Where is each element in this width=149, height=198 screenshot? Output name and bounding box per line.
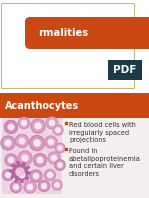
- Circle shape: [34, 153, 46, 167]
- Circle shape: [27, 184, 33, 190]
- Circle shape: [10, 182, 21, 192]
- FancyBboxPatch shape: [108, 60, 142, 80]
- Text: Found in
abetalipoproteinemia
and certain liver
disorders: Found in abetalipoproteinemia and certai…: [69, 148, 141, 176]
- Circle shape: [31, 119, 45, 133]
- Circle shape: [55, 143, 65, 153]
- Circle shape: [16, 168, 24, 176]
- Circle shape: [33, 173, 39, 179]
- Circle shape: [58, 146, 62, 150]
- Circle shape: [22, 155, 28, 161]
- Circle shape: [55, 183, 59, 187]
- Circle shape: [8, 124, 14, 130]
- Circle shape: [48, 139, 54, 145]
- Circle shape: [18, 151, 32, 165]
- Circle shape: [38, 181, 49, 191]
- Circle shape: [55, 160, 65, 170]
- Circle shape: [37, 157, 43, 163]
- Circle shape: [58, 163, 62, 167]
- Circle shape: [45, 169, 55, 181]
- Text: Red blood cells with
irregularly spaced
projections: Red blood cells with irregularly spaced …: [69, 122, 136, 143]
- Circle shape: [4, 121, 17, 133]
- Circle shape: [19, 138, 25, 144]
- FancyBboxPatch shape: [2, 118, 62, 194]
- Text: Acanthocytes: Acanthocytes: [5, 101, 79, 111]
- Circle shape: [18, 117, 30, 129]
- Text: PDF: PDF: [113, 65, 137, 75]
- Circle shape: [49, 121, 55, 126]
- FancyBboxPatch shape: [0, 93, 149, 118]
- Circle shape: [30, 135, 45, 150]
- Circle shape: [34, 140, 40, 146]
- Circle shape: [3, 169, 14, 181]
- Circle shape: [24, 181, 36, 193]
- Circle shape: [30, 170, 42, 182]
- Circle shape: [35, 123, 41, 129]
- Circle shape: [1, 136, 15, 150]
- Circle shape: [21, 121, 27, 126]
- Circle shape: [48, 152, 60, 164]
- Polygon shape: [10, 162, 31, 182]
- Polygon shape: [3, 5, 36, 36]
- Circle shape: [5, 154, 17, 166]
- Circle shape: [52, 180, 62, 190]
- Circle shape: [6, 173, 10, 177]
- Circle shape: [42, 184, 46, 188]
- FancyBboxPatch shape: [25, 17, 149, 49]
- FancyBboxPatch shape: [0, 115, 149, 198]
- Circle shape: [14, 185, 18, 189]
- Circle shape: [19, 172, 25, 178]
- Circle shape: [15, 168, 28, 182]
- Circle shape: [48, 173, 52, 177]
- Circle shape: [15, 134, 28, 148]
- FancyBboxPatch shape: [1, 4, 135, 89]
- Circle shape: [5, 140, 11, 146]
- Circle shape: [52, 155, 56, 161]
- Text: rmalities: rmalities: [38, 28, 88, 38]
- Circle shape: [56, 128, 60, 132]
- Circle shape: [8, 157, 14, 163]
- Circle shape: [45, 136, 57, 148]
- Circle shape: [53, 125, 63, 135]
- Circle shape: [46, 117, 58, 129]
